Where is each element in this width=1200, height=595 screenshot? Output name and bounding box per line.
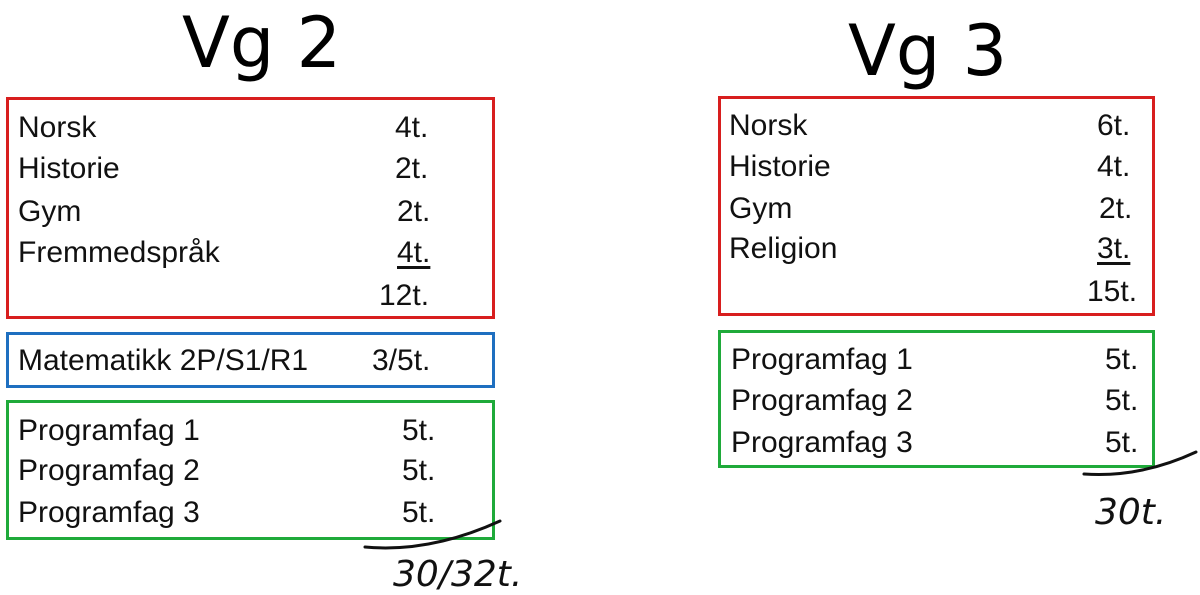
vg3-sum-stroke — [1082, 450, 1198, 476]
vg2-common-hours: 4t. — [395, 111, 429, 144]
vg2-title: Vg 2 — [182, 2, 342, 84]
vg3-program-hours: 5t. — [1105, 426, 1139, 459]
vg3-program-subject: Programfag 3 — [731, 426, 913, 459]
vg3-common-total: 15t. — [1087, 275, 1138, 308]
vg2-program-hours: 5t. — [402, 414, 436, 447]
vg3-common-subject: Religion — [729, 232, 838, 265]
vg2-common-total: 12t. — [379, 279, 430, 312]
vg2-common-hours: 4t. — [397, 236, 431, 269]
vg2-common-subject: Norsk — [18, 111, 97, 144]
vg3-common-subject: Gym — [729, 192, 793, 225]
vg2-math-box — [6, 332, 495, 388]
vg3-title: Vg 3 — [848, 10, 1008, 92]
vg2-program-subject: Programfag 3 — [18, 496, 200, 529]
vg3-common-hours: 3t. — [1097, 232, 1131, 265]
vg2-program-hours: 5t. — [402, 454, 436, 487]
vg3-program-hours: 5t. — [1105, 384, 1139, 417]
vg3-common-subject: Historie — [729, 150, 831, 183]
vg3-common-subjects-box — [718, 96, 1155, 316]
vg3-program-subject: Programfag 1 — [731, 343, 913, 376]
vg2-program-hours: 5t. — [402, 496, 436, 529]
vg2-common-subject: Fremmedspråk — [18, 236, 220, 269]
vg2-program-subject: Programfag 1 — [18, 414, 200, 447]
vg2-grand-total: 30/32t. — [393, 554, 523, 595]
vg2-sum-stroke — [363, 519, 502, 550]
vg3-common-hours: 6t. — [1097, 109, 1131, 142]
vg2-program-subjects-box — [6, 400, 495, 540]
vg2-common-hours: 2t. — [397, 195, 431, 228]
vg2-program-subject: Programfag 2 — [18, 454, 200, 487]
vg2-common-subject: Historie — [18, 152, 120, 185]
vg2-common-subject: Gym — [18, 195, 82, 228]
vg2-common-hours: 2t. — [395, 152, 429, 185]
vg3-common-hours: 2t. — [1099, 192, 1133, 225]
vg3-program-subject: Programfag 2 — [731, 384, 913, 417]
vg2-math-subject: Matematikk 2P/S1/R1 — [18, 344, 309, 377]
vg2-common-subjects-box — [6, 97, 495, 319]
vg2-math-hours: 3/5t. — [372, 344, 431, 377]
vg3-program-hours: 5t. — [1105, 343, 1139, 376]
vg3-program-subjects-box — [718, 330, 1155, 468]
vg3-common-subject: Norsk — [729, 109, 808, 142]
vg3-grand-total: 30t. — [1095, 492, 1167, 533]
vg3-common-hours: 4t. — [1097, 150, 1131, 183]
